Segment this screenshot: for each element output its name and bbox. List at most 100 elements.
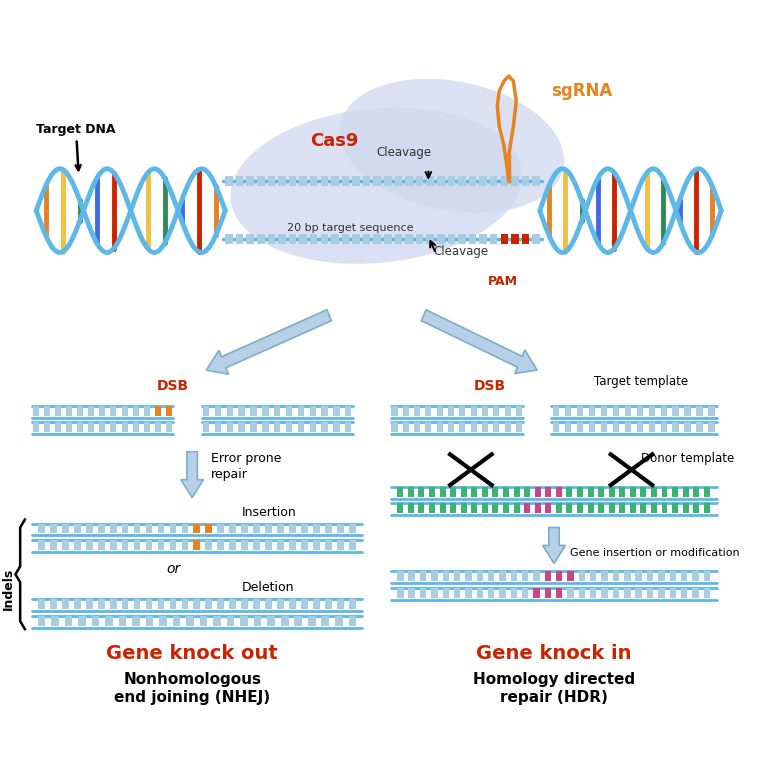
Bar bbox=[194, 541, 200, 550]
Bar bbox=[268, 176, 275, 186]
Bar bbox=[696, 406, 703, 416]
Bar bbox=[613, 571, 619, 581]
Bar bbox=[522, 176, 529, 186]
Bar bbox=[448, 176, 455, 186]
Bar bbox=[406, 176, 412, 186]
Bar bbox=[426, 422, 432, 432]
Bar bbox=[265, 599, 272, 609]
Text: end joining (NHEJ): end joining (NHEJ) bbox=[114, 690, 270, 705]
Bar bbox=[503, 486, 509, 497]
Bar bbox=[155, 422, 161, 432]
Bar bbox=[278, 599, 284, 609]
Bar bbox=[630, 503, 636, 513]
Bar bbox=[556, 588, 562, 598]
Bar bbox=[187, 616, 194, 626]
Bar bbox=[313, 541, 320, 550]
Bar bbox=[672, 406, 679, 416]
Bar bbox=[439, 486, 446, 497]
Bar bbox=[476, 571, 483, 581]
Text: Deletion: Deletion bbox=[242, 581, 295, 594]
Bar bbox=[229, 599, 236, 609]
Bar bbox=[704, 571, 710, 581]
Bar bbox=[535, 486, 540, 497]
Bar bbox=[545, 486, 551, 497]
Bar bbox=[257, 234, 264, 243]
Bar bbox=[157, 599, 164, 609]
Bar bbox=[133, 616, 140, 626]
Bar bbox=[672, 503, 678, 513]
Bar bbox=[624, 588, 631, 598]
Bar bbox=[651, 486, 657, 497]
Bar bbox=[257, 176, 264, 186]
Bar bbox=[630, 486, 636, 497]
Bar bbox=[601, 588, 608, 598]
Bar bbox=[110, 422, 116, 432]
Bar bbox=[331, 176, 338, 186]
Bar bbox=[50, 599, 57, 609]
Bar bbox=[648, 406, 655, 416]
Bar bbox=[567, 486, 572, 497]
Bar bbox=[349, 524, 355, 534]
Text: Cas9: Cas9 bbox=[310, 132, 359, 150]
Bar bbox=[511, 176, 519, 186]
Bar bbox=[254, 599, 260, 609]
Bar bbox=[77, 422, 83, 432]
Bar bbox=[500, 571, 506, 581]
Bar bbox=[590, 588, 597, 598]
Bar bbox=[647, 588, 653, 598]
Bar bbox=[522, 571, 528, 581]
Bar bbox=[146, 599, 153, 609]
Bar bbox=[637, 406, 643, 416]
Bar bbox=[289, 541, 296, 550]
Bar bbox=[309, 422, 316, 432]
Bar bbox=[500, 588, 506, 598]
Bar bbox=[322, 406, 328, 416]
Bar bbox=[348, 616, 356, 626]
Bar bbox=[681, 588, 687, 598]
Text: 20 bp target sequence: 20 bp target sequence bbox=[287, 222, 413, 232]
Bar bbox=[247, 176, 254, 186]
Bar bbox=[170, 599, 177, 609]
Bar bbox=[286, 422, 292, 432]
Bar bbox=[333, 422, 339, 432]
Bar bbox=[181, 599, 188, 609]
Bar bbox=[532, 176, 540, 186]
Bar bbox=[298, 406, 304, 416]
Bar bbox=[205, 541, 212, 550]
Bar bbox=[227, 616, 234, 626]
Bar bbox=[247, 234, 254, 243]
Bar bbox=[696, 422, 703, 432]
Bar bbox=[170, 541, 177, 550]
Bar bbox=[254, 541, 260, 550]
Bar bbox=[565, 406, 571, 416]
Bar bbox=[454, 571, 460, 581]
Text: DSB: DSB bbox=[473, 379, 506, 393]
Bar bbox=[66, 422, 72, 432]
Bar bbox=[682, 503, 689, 513]
Bar bbox=[349, 599, 355, 609]
Bar bbox=[567, 588, 574, 598]
Bar bbox=[608, 486, 614, 497]
Bar bbox=[55, 406, 61, 416]
Bar bbox=[672, 486, 678, 497]
Bar bbox=[194, 524, 200, 534]
Bar bbox=[214, 616, 221, 626]
Bar bbox=[241, 616, 248, 626]
Bar bbox=[227, 406, 233, 416]
Bar bbox=[203, 406, 209, 416]
Bar bbox=[460, 422, 466, 432]
Bar bbox=[704, 588, 710, 598]
Bar bbox=[625, 422, 631, 432]
Bar bbox=[493, 503, 498, 513]
Bar bbox=[420, 588, 426, 598]
Bar bbox=[545, 503, 551, 513]
Text: or: or bbox=[166, 563, 180, 577]
Bar bbox=[567, 503, 572, 513]
Bar bbox=[299, 176, 307, 186]
Bar bbox=[693, 486, 699, 497]
Bar bbox=[143, 406, 150, 416]
Bar bbox=[635, 571, 642, 581]
Bar bbox=[105, 616, 113, 626]
Text: Gene knock in: Gene knock in bbox=[476, 644, 631, 663]
Bar bbox=[62, 599, 69, 609]
